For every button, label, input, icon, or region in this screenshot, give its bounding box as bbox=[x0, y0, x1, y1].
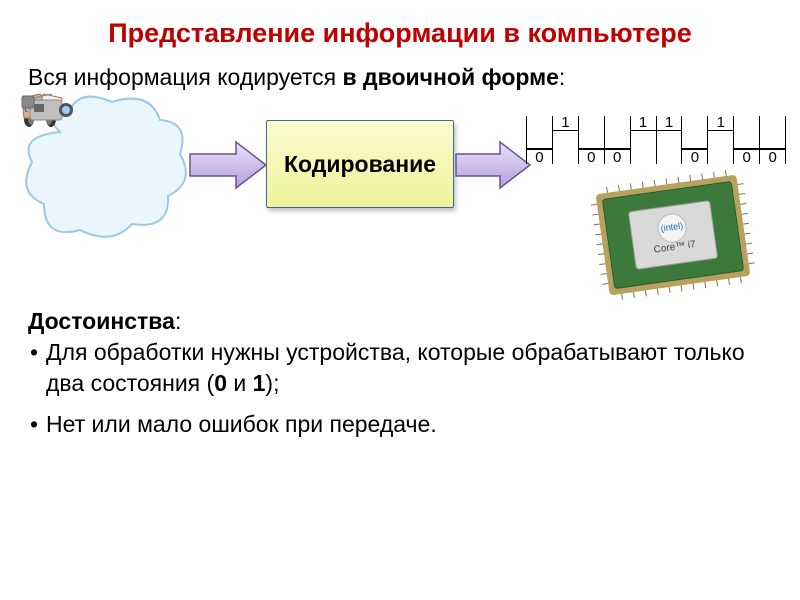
binary-cell: 0 bbox=[605, 116, 631, 164]
advantages-item: Для обработки нужны устройства, которые … bbox=[28, 337, 772, 399]
binary-cell: 1 bbox=[708, 116, 734, 164]
diagram-row: t x bbox=[28, 86, 772, 296]
advantages-heading-colon: : bbox=[175, 308, 181, 334]
coding-box: Кодирование bbox=[266, 120, 454, 208]
advantages-item-post: ); bbox=[265, 370, 279, 396]
binary-digit: 1 bbox=[665, 114, 673, 131]
headphones-icon bbox=[109, 110, 176, 147]
slide-title: Представление информации в компьютере bbox=[28, 18, 772, 49]
binary-cell: 0 bbox=[579, 116, 605, 164]
binary-signal-chart: 0100110100 bbox=[526, 116, 786, 164]
media-cloud: t x bbox=[20, 92, 190, 242]
advantages-heading-text: Достоинства bbox=[28, 308, 175, 334]
advantages-item-mid: и bbox=[227, 370, 253, 396]
binary-cell: 1 bbox=[657, 116, 683, 164]
binary-cell: 0 bbox=[682, 116, 708, 164]
advantages-item-text: Нет или мало ошибок при передаче. bbox=[46, 411, 437, 437]
advantages-heading: Достоинства: bbox=[28, 306, 772, 337]
advantages-item-text: Для обработки нужны устройства, которые … bbox=[46, 339, 745, 396]
binary-cell: 1 bbox=[631, 116, 657, 164]
binary-cell: 0 bbox=[734, 116, 760, 164]
cloud-icons: t x bbox=[20, 92, 190, 242]
bold-one: 1 bbox=[253, 370, 266, 396]
binary-digit: 0 bbox=[535, 149, 543, 166]
binary-digit: 1 bbox=[639, 114, 647, 131]
binary-digit: 0 bbox=[768, 149, 776, 166]
text-icon: t x bbox=[109, 150, 176, 187]
binary-digit: 1 bbox=[717, 114, 725, 131]
arrow-to-binary-icon bbox=[454, 140, 532, 190]
binary-cell: 1 bbox=[553, 116, 579, 164]
book-icon bbox=[38, 150, 105, 187]
binary-digit: 1 bbox=[561, 114, 569, 131]
binary-digit: 0 bbox=[587, 149, 595, 166]
arrow-to-coding-icon bbox=[188, 140, 268, 190]
advantages-list: Для обработки нужны устройства, которые … bbox=[28, 337, 772, 440]
bold-zero: 0 bbox=[214, 370, 227, 396]
advantages-item: Нет или мало ошибок при передаче. bbox=[28, 409, 772, 440]
binary-cell: 0 bbox=[760, 116, 786, 164]
cpu-chip-icon: (intel) Core™ i7 bbox=[580, 159, 766, 311]
advantages-section: Достоинства: Для обработки нужны устройс… bbox=[28, 306, 772, 440]
binary-cell: 0 bbox=[526, 116, 553, 164]
binary-digit: 0 bbox=[613, 149, 621, 166]
camcorder-icon bbox=[38, 191, 176, 228]
binary-digit: 0 bbox=[691, 149, 699, 166]
coding-box-label: Кодирование bbox=[284, 151, 436, 177]
